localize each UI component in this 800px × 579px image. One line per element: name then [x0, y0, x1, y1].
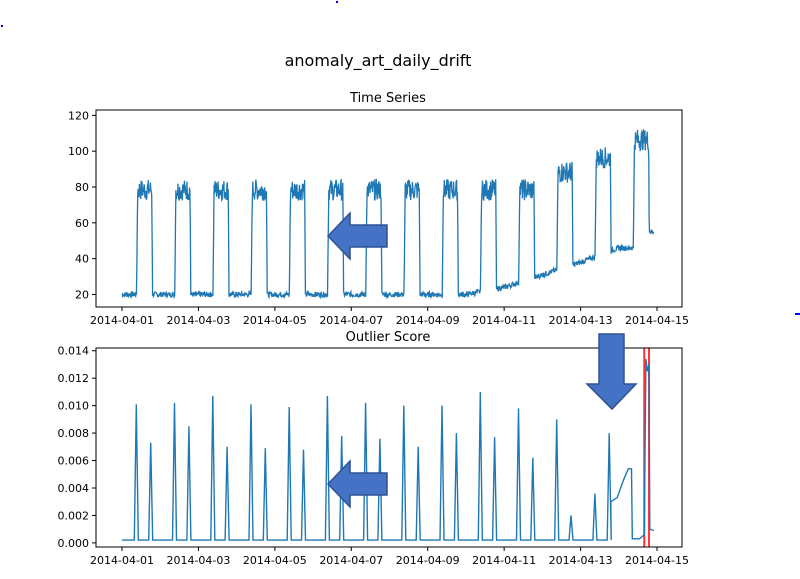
x-tick-label: 2014-04-05	[243, 314, 307, 327]
time-series-plot-area	[121, 129, 655, 300]
y-tick-label: 120	[68, 109, 89, 122]
x-tick-label: 2014-04-11	[472, 554, 536, 567]
outlier-score-frame	[95, 347, 683, 548]
outlier-score-plot-area	[122, 348, 655, 547]
time-series-y-axis: 20 40 60 80 100 120	[68, 109, 96, 301]
stray-markers	[1, 1, 800, 315]
x-tick-label: 2014-04-05	[243, 554, 307, 567]
y-tick-label: 0.008	[58, 427, 90, 440]
y-tick-label: 0.000	[58, 537, 90, 550]
stray-marker	[1, 25, 3, 27]
outlier-score-y-axis: 0.000 0.002 0.004 0.006 0.008 0.010 0.012 0.014	[58, 345, 96, 550]
x-tick-label: 2014-04-15	[625, 554, 689, 567]
outlier-score-panel: Outlier Score 0.0000.0020.0040.0060.0080…	[58, 330, 689, 567]
x-tick-label: 2014-04-13	[549, 554, 613, 567]
y-tick-label: 20	[75, 288, 89, 301]
outlier-score-line	[122, 358, 655, 541]
x-tick-label: 2014-04-01	[90, 554, 154, 567]
outlier-score-x-axis: 2014-04-01 2014-04-03 2014-04-05 2014-04-07…	[90, 547, 689, 567]
x-tick-label: 2014-04-09	[396, 314, 460, 327]
x-tick-label: 2014-04-15	[625, 314, 689, 327]
x-tick-label: 2014-04-07	[319, 314, 383, 327]
y-tick-label: 0.004	[58, 482, 90, 495]
y-tick-label: 60	[75, 217, 89, 230]
x-tick-label: 2014-04-03	[166, 314, 230, 327]
y-tick-label: 0.006	[58, 455, 90, 468]
x-tick-label: 2014-04-11	[472, 314, 536, 327]
left-arrow-outlier-score	[326, 459, 388, 509]
stray-marker	[795, 313, 800, 315]
stray-marker	[336, 1, 338, 3]
time-series-x-axis: 2014-04-01 2014-04-03 2014-04-05 2014-04-07…	[90, 307, 689, 327]
time-series-line	[121, 129, 655, 300]
y-tick-label: 0.010	[58, 400, 90, 413]
y-tick-label: 0.002	[58, 509, 90, 522]
x-tick-label: 2014-04-03	[166, 554, 230, 567]
x-tick-label: 2014-04-09	[396, 554, 460, 567]
x-tick-label: 2014-04-01	[90, 314, 154, 327]
y-tick-label: 40	[75, 253, 89, 266]
y-tick-label: 0.012	[58, 372, 90, 385]
outlier-score-title: Outlier Score	[346, 330, 431, 345]
x-tick-label: 2014-04-13	[549, 314, 613, 327]
time-series-frame	[95, 109, 683, 308]
y-tick-label: 100	[68, 145, 89, 158]
down-arrow-outlier-score	[585, 333, 638, 411]
y-tick-label: 80	[75, 181, 89, 194]
left-arrow-time-series	[326, 211, 388, 261]
figure-title: anomaly_art_daily_drift	[285, 51, 472, 71]
time-series-title: Time Series	[349, 91, 426, 106]
y-tick-label: 0.014	[58, 345, 90, 358]
annotation-arrows	[326, 211, 638, 509]
x-tick-label: 2014-04-07	[319, 554, 383, 567]
